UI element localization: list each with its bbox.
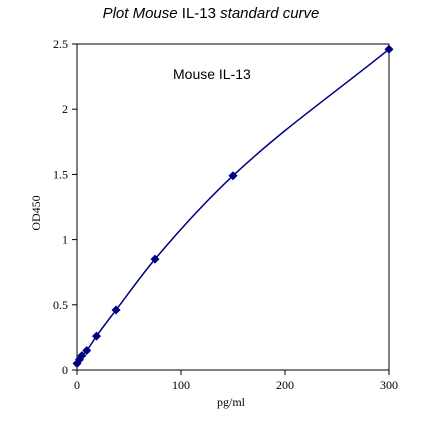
y-tick-label: 1 <box>62 233 68 247</box>
chart-title: Plot Mouse IL-13 standard curve <box>0 5 422 22</box>
data-points <box>72 44 394 368</box>
fitted-curve-line <box>76 48 390 364</box>
axis-tick-labels: 0 100 200 300 0 0.5 1 1.5 2 2.5 <box>53 37 398 392</box>
y-axis-label: OD450 <box>29 195 43 230</box>
data-point-diamond <box>384 44 394 54</box>
plot-annotation: Mouse IL-13 <box>173 66 251 82</box>
axis-ticks <box>72 43 390 375</box>
x-tick-label: 300 <box>380 378 398 392</box>
x-tick-label: 0 <box>74 378 80 392</box>
y-tick-label: 0.5 <box>53 298 68 312</box>
title-part-standard-curve: standard curve <box>220 5 320 22</box>
title-part-il13: IL-13 <box>181 5 216 22</box>
y-tick-label: 2.5 <box>53 37 68 51</box>
y-tick-label: 2 <box>62 102 68 116</box>
x-axis-label: pg/ml <box>217 395 246 409</box>
data-point-diamond <box>82 345 92 355</box>
title-part-plot-mouse: Plot Mouse <box>102 5 178 22</box>
data-point-diamond <box>228 171 238 181</box>
data-point-diamond <box>111 305 121 315</box>
x-tick-label: 200 <box>276 378 294 392</box>
y-tick-label: 1.5 <box>53 167 68 181</box>
plot-frame <box>76 43 390 371</box>
data-point-diamond <box>92 331 101 341</box>
data-point-diamond <box>77 351 87 361</box>
data-point-diamond <box>150 254 160 264</box>
y-tick-label: 0 <box>62 363 68 377</box>
x-tick-label: 100 <box>172 378 190 392</box>
